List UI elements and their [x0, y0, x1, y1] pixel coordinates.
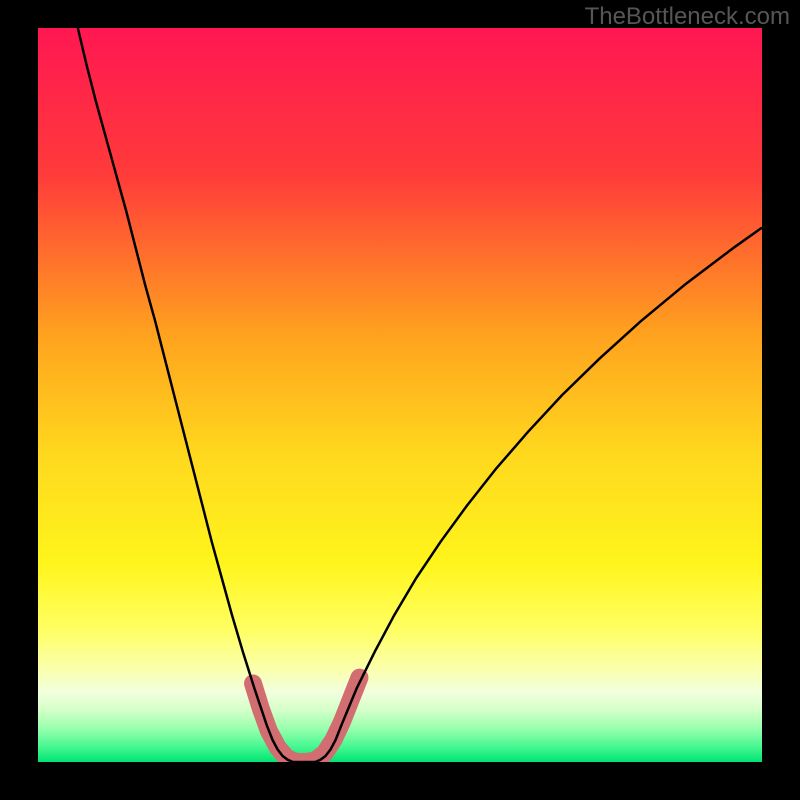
- watermark-text: TheBottleneck.com: [585, 3, 790, 31]
- chart-svg: [38, 28, 762, 762]
- plot-area: [38, 28, 762, 762]
- gradient-background: [38, 28, 762, 762]
- chart-frame: TheBottleneck.com: [0, 0, 800, 800]
